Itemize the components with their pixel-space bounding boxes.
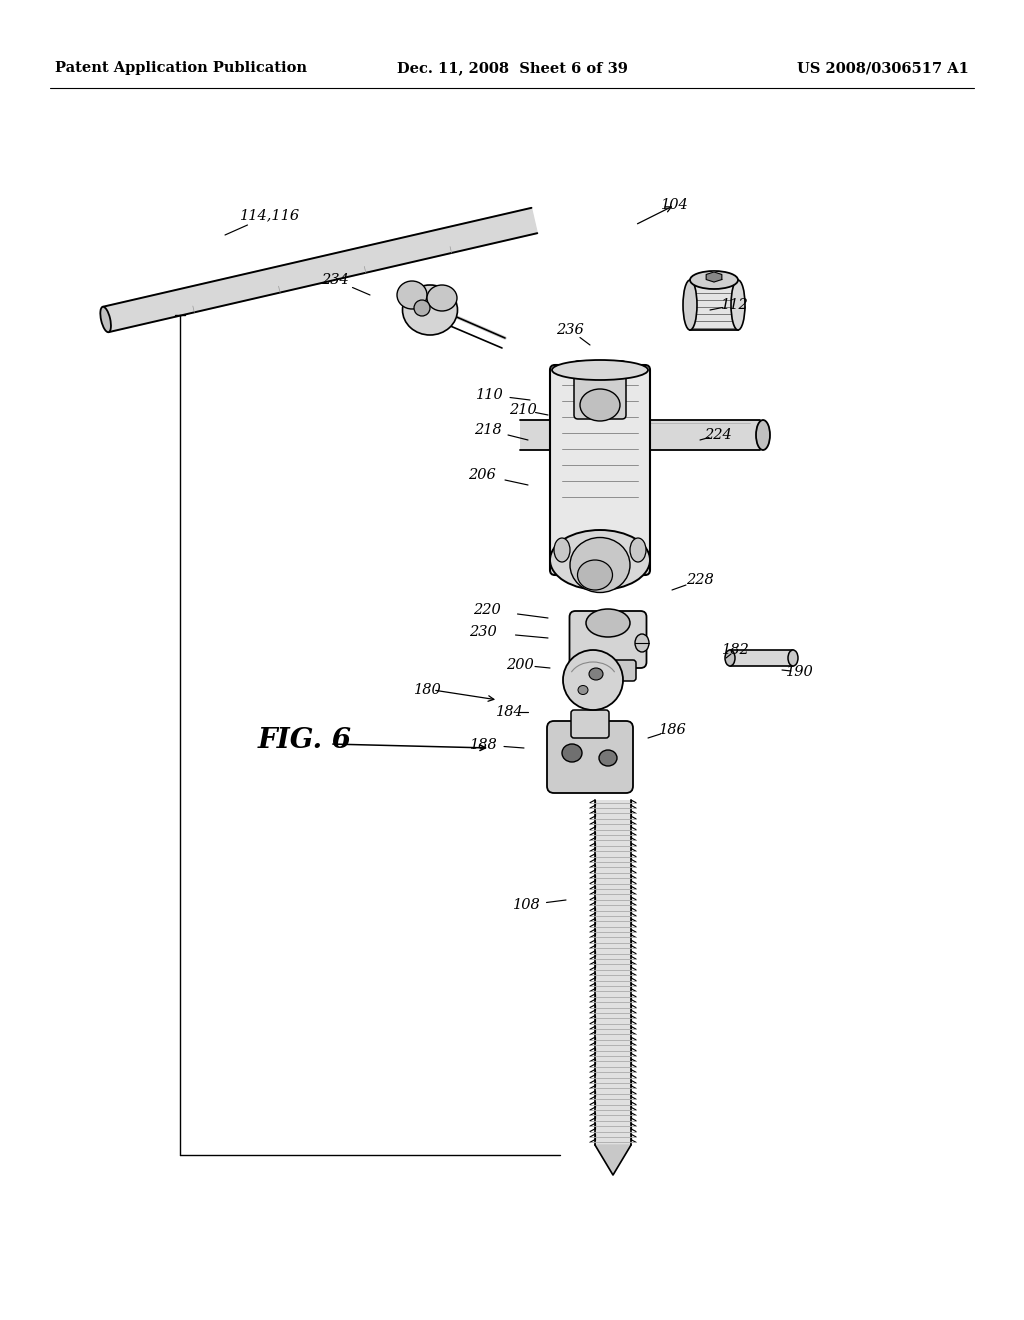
Ellipse shape: [427, 285, 457, 312]
Polygon shape: [595, 1144, 631, 1175]
Ellipse shape: [756, 420, 770, 450]
Text: 210: 210: [509, 403, 537, 417]
Ellipse shape: [562, 744, 582, 762]
Ellipse shape: [635, 634, 649, 652]
FancyBboxPatch shape: [550, 366, 650, 576]
Ellipse shape: [552, 360, 648, 380]
Text: Patent Application Publication: Patent Application Publication: [55, 61, 307, 75]
Text: 200: 200: [506, 657, 534, 672]
Ellipse shape: [580, 389, 620, 421]
Bar: [595, 800, 631, 1144]
FancyBboxPatch shape: [580, 660, 636, 681]
Text: 190: 190: [786, 665, 814, 678]
Bar: [520, 420, 760, 450]
Ellipse shape: [570, 537, 630, 593]
Text: 182: 182: [722, 643, 750, 657]
Ellipse shape: [554, 539, 570, 562]
Text: 234: 234: [322, 273, 349, 286]
FancyBboxPatch shape: [569, 611, 646, 668]
Text: 180: 180: [414, 682, 442, 697]
Ellipse shape: [599, 750, 617, 766]
Ellipse shape: [578, 560, 612, 590]
FancyBboxPatch shape: [547, 721, 633, 793]
Text: 206: 206: [468, 469, 496, 482]
Text: 104: 104: [662, 198, 689, 213]
Text: 112: 112: [721, 298, 749, 312]
Ellipse shape: [586, 609, 630, 638]
Ellipse shape: [731, 280, 745, 330]
Ellipse shape: [550, 531, 650, 590]
FancyBboxPatch shape: [574, 360, 626, 418]
Bar: [690, 280, 738, 330]
Ellipse shape: [100, 306, 111, 333]
Text: FIG. 6: FIG. 6: [258, 726, 352, 754]
Ellipse shape: [589, 668, 603, 680]
Text: 224: 224: [705, 428, 732, 442]
Text: 114,116: 114,116: [240, 209, 300, 222]
Ellipse shape: [725, 649, 735, 667]
Circle shape: [563, 649, 623, 710]
Ellipse shape: [788, 649, 798, 667]
Text: US 2008/0306517 A1: US 2008/0306517 A1: [797, 61, 969, 75]
Text: 108: 108: [513, 898, 541, 912]
Polygon shape: [707, 272, 722, 282]
Text: 220: 220: [473, 603, 501, 616]
Text: 188: 188: [470, 738, 498, 752]
Text: 228: 228: [686, 573, 714, 587]
Text: 186: 186: [659, 723, 687, 737]
Bar: [730, 649, 793, 667]
Ellipse shape: [683, 280, 697, 330]
Circle shape: [414, 300, 430, 315]
Ellipse shape: [402, 285, 458, 335]
FancyBboxPatch shape: [571, 710, 609, 738]
Ellipse shape: [397, 281, 427, 309]
Text: 110: 110: [476, 388, 504, 403]
Text: Dec. 11, 2008  Sheet 6 of 39: Dec. 11, 2008 Sheet 6 of 39: [396, 61, 628, 75]
Ellipse shape: [578, 685, 588, 694]
Polygon shape: [102, 207, 538, 333]
Text: 218: 218: [474, 422, 502, 437]
Text: 236: 236: [556, 323, 584, 337]
Text: 230: 230: [469, 624, 497, 639]
Ellipse shape: [690, 271, 738, 289]
Ellipse shape: [630, 539, 646, 562]
Text: 184: 184: [496, 705, 524, 719]
